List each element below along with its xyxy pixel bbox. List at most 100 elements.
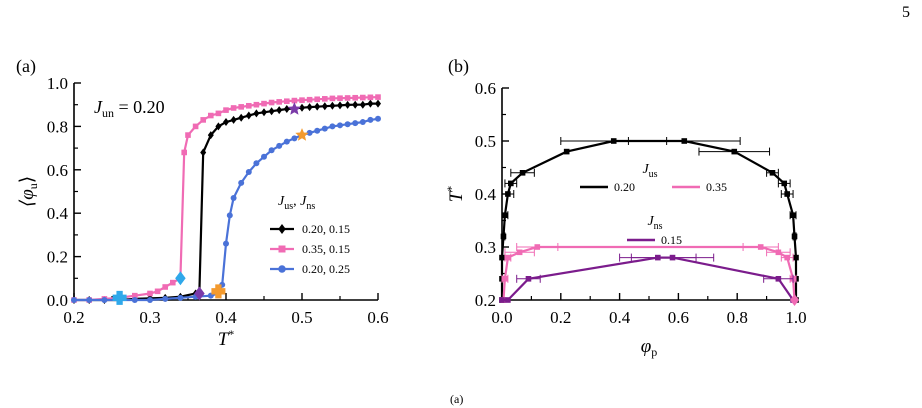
data-point — [276, 99, 282, 105]
panel-a: (a)0.00.20.40.60.81.00.2 0.3 0.4 0.5 0.6T*⟨φ… — [16, 56, 389, 350]
data-point — [793, 255, 799, 261]
data-point — [368, 95, 374, 101]
data-point — [223, 118, 229, 126]
data-point — [253, 109, 259, 117]
panel-b-xtick-label: 0.6 — [668, 308, 689, 327]
data-point — [505, 191, 511, 197]
data-point — [253, 160, 259, 166]
data-point — [269, 100, 275, 106]
data-point — [227, 212, 233, 218]
data-point — [499, 255, 505, 261]
panel-b-legend-title-us: Jus — [642, 162, 657, 180]
data-point — [360, 119, 366, 125]
data-point — [216, 111, 222, 117]
data-point — [345, 101, 351, 109]
data-point — [345, 121, 351, 127]
legend-label: 0.35 — [706, 180, 727, 194]
data-point — [269, 107, 275, 115]
data-point — [276, 106, 282, 114]
legend-label: 0.20 — [614, 180, 635, 194]
figure: (a)0.00.20.40.60.81.00.2 0.3 0.4 0.5 0.6T*⟨φ… — [0, 0, 922, 392]
data-point — [337, 101, 343, 109]
data-point — [758, 244, 764, 250]
data-point — [261, 108, 267, 116]
panel-a-xtick-label: 0.5 — [291, 308, 312, 327]
panel-b-xtick-label: 0.0 — [491, 308, 512, 327]
panel-b-xtick-label: 0.8 — [727, 308, 748, 327]
data-point — [352, 120, 358, 126]
panel-a-xtick-label: 0.6 — [367, 308, 388, 327]
data-point — [792, 234, 798, 240]
data-point — [329, 123, 335, 129]
data-point — [337, 95, 343, 101]
data-point — [155, 289, 161, 295]
panel-b-label: (b) — [448, 56, 469, 77]
panel-a-ytick-label: 0.2 — [47, 248, 68, 267]
panel-a-ytick-label: 1.0 — [47, 74, 68, 93]
data-point — [337, 122, 343, 128]
data-point — [360, 95, 366, 101]
data-point — [284, 105, 290, 113]
data-point — [314, 103, 320, 111]
data-point — [781, 181, 787, 187]
data-point — [284, 139, 290, 145]
data-point — [360, 101, 366, 109]
panel-a-annotation: Jun = 0.20 — [94, 97, 165, 120]
panel-b-ytick-label: 0.3 — [475, 238, 496, 257]
data-point — [147, 297, 153, 303]
data-point — [352, 101, 358, 109]
data-point — [193, 124, 199, 130]
data-point — [101, 297, 107, 303]
data-point — [208, 113, 214, 119]
panel-b: (b)0.20.30.40.50.60.0 0.2 0.4 0.6 0.8 1.0φpT*… — [444, 56, 807, 359]
data-point — [505, 255, 511, 261]
data-point — [681, 138, 687, 144]
data-point — [291, 135, 297, 141]
data-point — [269, 147, 275, 153]
special-marker — [288, 102, 301, 115]
data-point — [322, 96, 328, 102]
legend-marker — [279, 246, 286, 253]
data-point — [367, 117, 373, 123]
data-point — [367, 100, 373, 108]
panel-b-ylabel: T* — [444, 186, 467, 203]
data-point — [322, 102, 328, 110]
data-point — [246, 103, 252, 109]
panel-b-ytick-label: 0.4 — [475, 185, 497, 204]
legend-marker — [278, 224, 286, 234]
panel-a-label: (a) — [16, 56, 36, 77]
data-point — [375, 94, 381, 100]
data-point — [170, 280, 176, 286]
data-point — [314, 128, 320, 134]
panel-b-legend-title-ns: Jns — [647, 214, 662, 232]
panel-a-ytick-label: 0.6 — [47, 161, 68, 180]
data-point — [162, 284, 168, 290]
panel-b-ytick-label: 0.5 — [475, 132, 496, 151]
data-point — [375, 116, 381, 122]
data-point — [238, 104, 244, 110]
data-point — [526, 276, 532, 282]
data-point — [162, 296, 168, 302]
data-point — [86, 297, 92, 303]
data-point — [564, 149, 570, 155]
data-point — [132, 297, 138, 303]
data-point — [200, 117, 206, 123]
data-point — [784, 191, 790, 197]
data-point — [670, 255, 676, 261]
data-point — [223, 241, 229, 247]
panel-b-xtick-label: 0.4 — [609, 308, 631, 327]
data-point — [499, 297, 505, 303]
data-point — [330, 96, 336, 102]
data-point — [261, 154, 267, 160]
data-point — [520, 170, 526, 176]
legend-label: 0.35, 0.15 — [302, 242, 350, 256]
data-point — [517, 250, 523, 256]
panel-a-ytick-label: 0.4 — [47, 204, 69, 223]
data-point — [329, 102, 335, 110]
data-point — [534, 244, 540, 250]
special-marker — [113, 291, 127, 305]
data-point — [246, 112, 252, 120]
data-point — [770, 170, 776, 176]
data-point — [71, 297, 77, 303]
panel-a-xlabel: T* — [218, 327, 235, 350]
